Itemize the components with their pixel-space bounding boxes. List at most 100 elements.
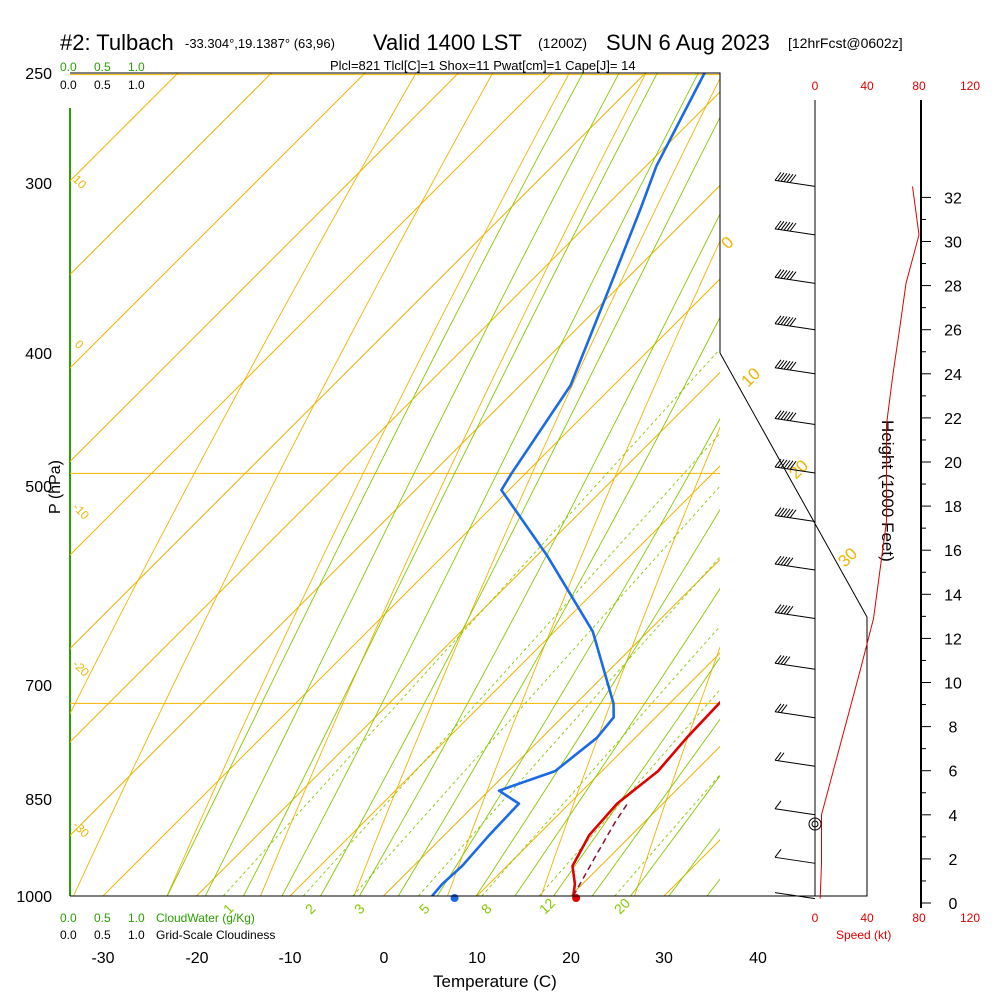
wind-barb-feather xyxy=(786,557,794,567)
wind-barb-feather xyxy=(774,458,782,468)
height-axis-label: Height (1000 Feet) xyxy=(878,420,897,562)
wind-barb-feather xyxy=(780,556,788,566)
wind-barb-feather xyxy=(780,459,788,469)
wind-barb-feather xyxy=(774,751,782,761)
wind-barb-feather xyxy=(783,605,791,615)
height-label-4: 4 xyxy=(949,808,958,825)
wind-barb-staff xyxy=(774,276,816,284)
height-label-30: 30 xyxy=(944,235,962,252)
isotherm--40 xyxy=(70,184,720,837)
grid-lines xyxy=(70,73,720,896)
series-temperature-line xyxy=(571,700,720,896)
moist-adiabat--12 xyxy=(242,73,658,896)
height-label-16: 16 xyxy=(944,543,962,560)
isotherm--50 xyxy=(70,91,720,743)
wind-barb xyxy=(774,507,816,523)
p-tick-250: 250 xyxy=(25,66,52,83)
wind-barbs xyxy=(774,172,920,900)
wind-barb-feather xyxy=(777,315,785,325)
speed-bot-0: 0 xyxy=(812,911,819,925)
height-label-0: 0 xyxy=(949,896,958,913)
wind-barb-feather xyxy=(783,411,791,421)
height-label-2: 2 xyxy=(949,852,958,869)
moist-adiabat--16 xyxy=(204,73,620,896)
isotherm--100 xyxy=(70,73,273,276)
wind-barb xyxy=(774,220,816,236)
p-tick-400: 400 xyxy=(25,346,52,363)
wind-barb xyxy=(774,800,816,816)
wind-barb-feather xyxy=(780,172,788,182)
height-label-24: 24 xyxy=(944,367,962,384)
speed-top-80: 80 xyxy=(912,79,926,93)
wind-barb-staff xyxy=(774,515,816,523)
mixing-ratio-1 xyxy=(222,348,720,896)
wind-barb-feather xyxy=(789,222,797,232)
cloudwater-label: CloudWater (g/Kg) xyxy=(156,911,255,925)
speed-label: Speed (kt) xyxy=(836,928,891,942)
cloudiness-label: Grid-Scale Cloudiness xyxy=(156,928,275,942)
dry-adiabat-230 xyxy=(70,73,417,715)
cloud-bot-g0: 0.0 xyxy=(60,911,77,925)
calm-wind-circle xyxy=(808,817,822,831)
wind-barb xyxy=(774,849,816,864)
wind-speed-curve xyxy=(819,186,920,899)
wind-barb xyxy=(774,269,816,284)
cloud-scale-bottom: 0.0 0.5 1.0 CloudWater (g/Kg) 0.0 0.5 1.… xyxy=(60,911,275,942)
height-label-18: 18 xyxy=(944,499,962,516)
wind-barb-feather xyxy=(774,800,782,810)
p-tick-1000: 1000 xyxy=(16,889,52,906)
wind-barb-feather xyxy=(780,704,788,713)
wind-barb-feather xyxy=(780,221,788,231)
moist-adiabat-16 xyxy=(514,587,720,896)
temperature-ticks: -30 -20 -10 0 10 20 30 40 xyxy=(91,950,767,967)
wind-barb xyxy=(774,359,816,375)
t-tick-20: 20 xyxy=(562,950,580,967)
cloud-bot-b0: 0.0 xyxy=(60,928,77,942)
wind-barb-staff xyxy=(774,367,816,375)
cloud-bot-g1: 0.5 xyxy=(94,911,111,925)
isotherm--90 xyxy=(70,73,366,369)
speed-bot-120: 120 xyxy=(960,911,980,925)
speed-ticks-top: 0 40 80 120 xyxy=(812,79,981,93)
wind-barb xyxy=(774,315,816,331)
wind-barb-feather xyxy=(786,222,794,231)
series-parcel-line xyxy=(572,803,629,896)
t-tick-0: 0 xyxy=(380,950,389,967)
t-tick-m20: -20 xyxy=(185,950,208,967)
wind-barb-feather xyxy=(780,655,788,665)
moist-adiabat-24 xyxy=(591,718,720,896)
t-tick-m10: -10 xyxy=(278,950,301,967)
wind-barb-feather xyxy=(774,703,782,713)
wind-barb-staff xyxy=(774,466,816,474)
height-label-20: 20 xyxy=(944,455,962,472)
height-label-10: 10 xyxy=(944,676,962,693)
t-tick-30: 30 xyxy=(655,950,673,967)
wind-barb-staff xyxy=(774,418,816,426)
wind-barb-feather xyxy=(774,269,782,278)
wind-barb-staff xyxy=(774,228,816,236)
isotherm--10 xyxy=(289,465,720,896)
wind-barb xyxy=(774,410,816,426)
wind-barb xyxy=(774,604,816,620)
title-valid: Valid 1400 LST xyxy=(373,30,522,55)
series-dewpoint-line xyxy=(431,73,707,896)
height-label-8: 8 xyxy=(949,720,958,737)
wind-barb-feather xyxy=(777,556,785,565)
wind-barb-staff xyxy=(774,612,816,620)
isotherm--110 xyxy=(70,73,179,182)
moist-adiabat--8 xyxy=(281,73,699,896)
wind-barb-feather xyxy=(786,606,794,615)
wind-barb xyxy=(774,458,816,474)
wind-barb-feather xyxy=(786,460,794,470)
title-station: #2: Tulbach xyxy=(60,30,174,55)
isotherm--80 xyxy=(70,73,460,463)
title-fcst: [12hrFcst@0602z] xyxy=(788,35,903,51)
wind-barb-staff xyxy=(774,711,816,719)
speed-bot-80: 80 xyxy=(912,911,926,925)
wind-barb-feather xyxy=(783,173,791,183)
wind-barb-feather xyxy=(783,656,791,665)
wind-barb-feather xyxy=(783,360,791,370)
